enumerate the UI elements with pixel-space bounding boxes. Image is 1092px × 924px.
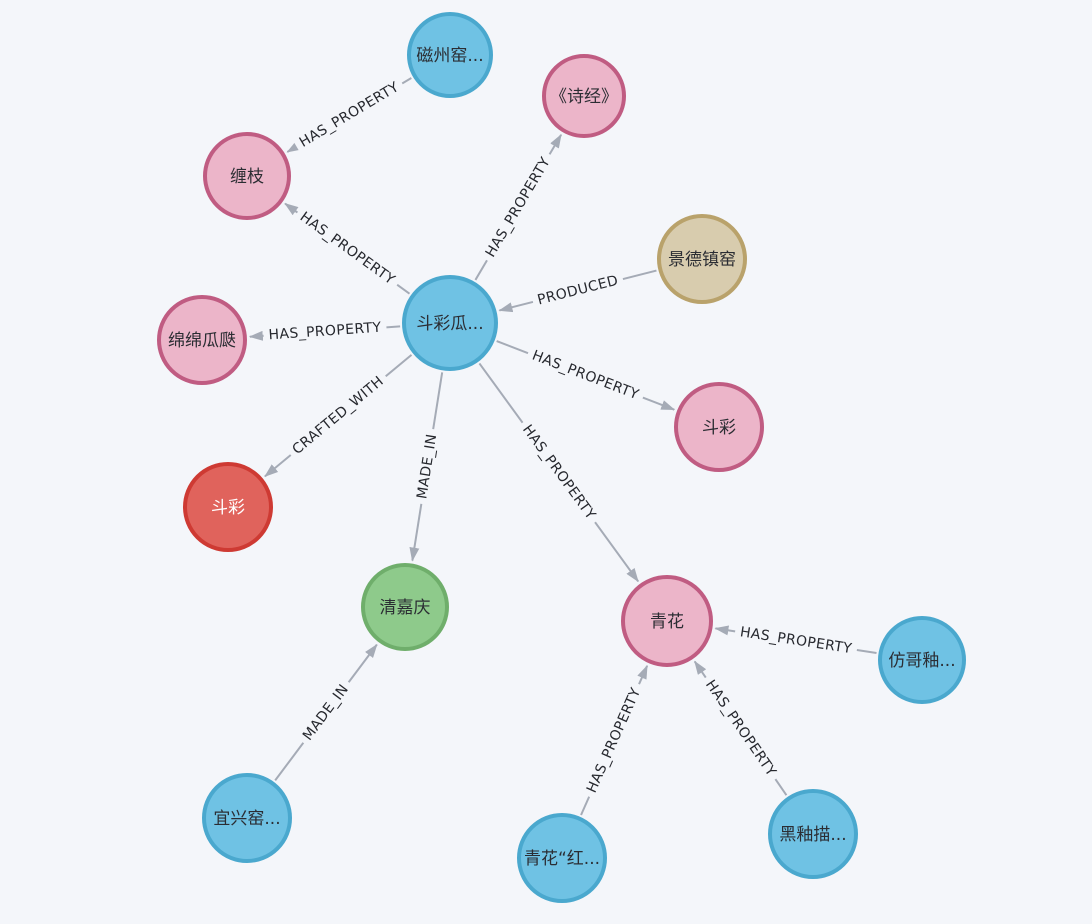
relationship-label-background xyxy=(479,149,558,265)
node-circle[interactable] xyxy=(621,575,713,667)
relationship-label-background xyxy=(412,427,443,506)
node-circle[interactable] xyxy=(407,12,493,98)
node-jingdezhen[interactable]: 景德镇窑 xyxy=(657,214,747,304)
edge-qinghuahong-qinghua[interactable]: HAS_PROPERTY xyxy=(580,664,649,816)
relationship-label: HAS_PROPERTY xyxy=(519,422,599,523)
node-circle[interactable] xyxy=(402,275,498,371)
node-circle[interactable] xyxy=(517,813,607,903)
relationship-label-group: MADE_IN xyxy=(296,676,356,749)
node-circle[interactable] xyxy=(542,54,626,138)
node-circle[interactable] xyxy=(768,789,858,879)
relationship-label-group: HAS_PROPERTY xyxy=(479,149,558,265)
node-circle[interactable] xyxy=(361,563,449,651)
node-fanggeyou[interactable]: 仿哥釉... xyxy=(878,616,966,704)
relationship-label: HAS_PROPERTY xyxy=(297,209,398,288)
relationship-label-group: HAS_PROPERTY xyxy=(524,344,647,406)
edge-doucaigua-chanzhi[interactable]: HAS_PROPERTY xyxy=(284,202,411,295)
relationship-label-group: CRAFTED_WITH xyxy=(284,369,392,462)
relationship-label-group: HAS_PROPERTY xyxy=(291,75,407,155)
edge-doucaigua-doucai_pink[interactable]: HAS_PROPERTY xyxy=(496,340,676,411)
relationship-label-background xyxy=(262,318,388,345)
node-doucaigua[interactable]: 斗彩瓜... xyxy=(402,275,498,371)
edge-doucaigua-mianmian[interactable]: HAS_PROPERTY xyxy=(248,318,401,345)
node-circle[interactable] xyxy=(657,214,747,304)
relationship-label-background xyxy=(698,672,783,785)
relationship-label-background xyxy=(515,417,603,528)
relationship-label-group: HAS_PROPERTY xyxy=(580,680,648,801)
relationship-label-group: HAS_PROPERTY xyxy=(515,417,603,528)
relationship-label-group: MADE_IN xyxy=(412,427,443,506)
relationship-label-background xyxy=(530,270,626,311)
relationship-label: HAS_PROPERTY xyxy=(297,79,402,151)
edge-doucaigua-shijing[interactable]: HAS_PROPERTY xyxy=(474,133,562,281)
relationship-label: MADE_IN xyxy=(300,681,352,743)
node-qingjiaqing[interactable]: 清嘉庆 xyxy=(361,563,449,651)
relationship-label: PRODUCED xyxy=(536,273,620,309)
node-doucai_red[interactable]: 斗彩 xyxy=(183,462,273,552)
node-doucai_pink[interactable]: 斗彩 xyxy=(674,382,764,472)
edge-layer: HAS_PROPERTY HAS_PROPERTY HAS_PROPERTY PROD… xyxy=(248,75,877,816)
node-mianmian[interactable]: 绵绵瓜瓞 xyxy=(157,295,247,385)
relationship-label-group: HAS_PROPERTY xyxy=(292,205,403,293)
relationship-label: HAS_PROPERTY xyxy=(584,685,644,795)
edge-doucaigua-doucai_red[interactable]: CRAFTED_WITH xyxy=(264,354,413,478)
relationship-label: HAS_PROPERTY xyxy=(739,624,853,657)
node-qinghuahong[interactable]: 青花“红... xyxy=(517,813,607,903)
relationship-label-background xyxy=(284,369,392,462)
relationship-label-background xyxy=(291,75,407,155)
relationship-label: HAS_PROPERTY xyxy=(702,677,779,779)
node-circle[interactable] xyxy=(183,462,273,552)
relationship-label-background xyxy=(296,676,356,749)
relationship-label: HAS_PROPERTY xyxy=(268,320,382,344)
node-layer: 磁州窑...《诗经》缠枝景德镇窑斗彩瓜...绵绵瓜瓞斗彩斗彩清嘉庆青花仿哥釉..… xyxy=(157,12,966,903)
relationship-label: HAS_PROPERTY xyxy=(530,348,641,404)
edge-cizhouyao-chanzhi[interactable]: HAS_PROPERTY xyxy=(286,75,412,155)
relationship-label-background xyxy=(580,680,648,801)
relationship-label-background xyxy=(733,622,859,659)
relationship-label-group: HAS_PROPERTY xyxy=(733,622,859,659)
node-shijing[interactable]: 《诗经》 xyxy=(542,54,626,138)
relationship-label-group: HAS_PROPERTY xyxy=(262,318,388,345)
node-heiyoumiao[interactable]: 黑釉描... xyxy=(768,789,858,879)
edge-heiyoumiao-qinghua[interactable]: HAS_PROPERTY xyxy=(693,660,788,796)
relationship-label: HAS_PROPERTY xyxy=(483,155,554,261)
relationship-label-group: PRODUCED xyxy=(530,270,626,311)
node-qinghua[interactable]: 青花 xyxy=(621,575,713,667)
node-circle[interactable] xyxy=(202,773,292,863)
relationship-label-background xyxy=(292,205,403,293)
edge-yixingyao-qingjiaqing[interactable]: MADE_IN xyxy=(274,643,378,781)
node-circle[interactable] xyxy=(674,382,764,472)
node-circle[interactable] xyxy=(878,616,966,704)
edge-fanggeyou-qinghua[interactable]: HAS_PROPERTY xyxy=(714,622,877,659)
relationship-label-group: HAS_PROPERTY xyxy=(698,672,783,785)
edge-doucaigua-qingjiaqing[interactable]: MADE_IN xyxy=(409,372,444,562)
edge-jingdezhen-doucaigua[interactable]: PRODUCED xyxy=(498,269,657,313)
relationship-label-background xyxy=(524,344,647,406)
node-circle[interactable] xyxy=(157,295,247,385)
node-cizhouyao[interactable]: 磁州窑... xyxy=(407,12,493,98)
node-yixingyao[interactable]: 宜兴窑... xyxy=(202,773,292,863)
relationship-label: CRAFTED_WITH xyxy=(289,373,386,458)
relationship-label: MADE_IN xyxy=(414,433,440,500)
node-chanzhi[interactable]: 缠枝 xyxy=(203,132,291,220)
node-circle[interactable] xyxy=(203,132,291,220)
